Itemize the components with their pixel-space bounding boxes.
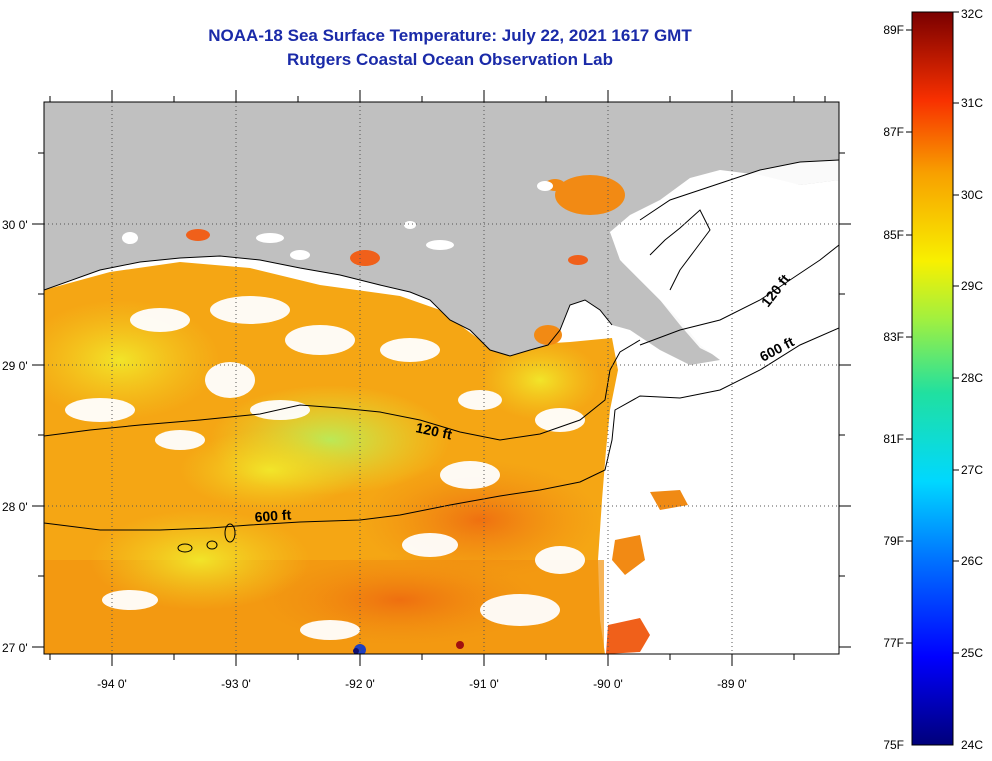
map-subtitle: Rutgers Coastal Ocean Observation Lab [287,50,613,69]
colorbar-c-28: 28C [961,371,983,385]
lon-label-90: -90 0' [593,677,623,691]
contour-label-120ft-west: 120 ft [414,419,453,442]
lon-label-94: -94 0' [97,677,127,691]
contour-label-600ft-west: 600 ft [254,506,292,525]
colorbar-c-31: 31C [961,96,983,110]
colorbar-f-77: 77F [883,636,904,650]
lon-label-93: -93 0' [221,677,251,691]
graticule [44,102,839,654]
colorbar-f-79: 79F [883,534,904,548]
contour-120ft [44,339,641,441]
colorbar-c-26: 26C [961,554,983,568]
colorbar-f-75: 75F [883,738,904,752]
colorbar-c-24: 24C [961,738,983,752]
colorbar-f-89: 89F [883,23,904,37]
colorbar-c-29: 29C [961,279,983,293]
colorbar-c-30: 30C [961,188,983,202]
lat-label-27: 27 0' [2,641,28,655]
land-mass [44,102,839,365]
lat-label-29: 29 0' [2,359,28,373]
lon-label-92: -92 0' [345,677,375,691]
colorbar-f-81: 81F [883,432,904,446]
inland-lake [555,175,625,215]
colorbar-c-27: 27C [961,463,983,477]
colorbar-c-25: 25C [961,646,983,660]
contour-600ft [44,327,839,531]
colorbar-f-85: 85F [883,228,904,242]
colorbar [911,11,954,746]
map-title: NOAA-18 Sea Surface Temperature: July 22… [208,26,692,45]
colorbar-f-83: 83F [883,330,904,344]
lat-label-28: 28 0' [2,500,28,514]
colorbar-c-32: 32C [961,7,983,21]
lon-label-89: -89 0' [717,677,747,691]
lon-label-91: -91 0' [469,677,499,691]
colorbar-f-87: 87F [883,125,904,139]
lat-label-30: 30 0' [2,218,28,232]
axis-ticks [32,90,851,666]
